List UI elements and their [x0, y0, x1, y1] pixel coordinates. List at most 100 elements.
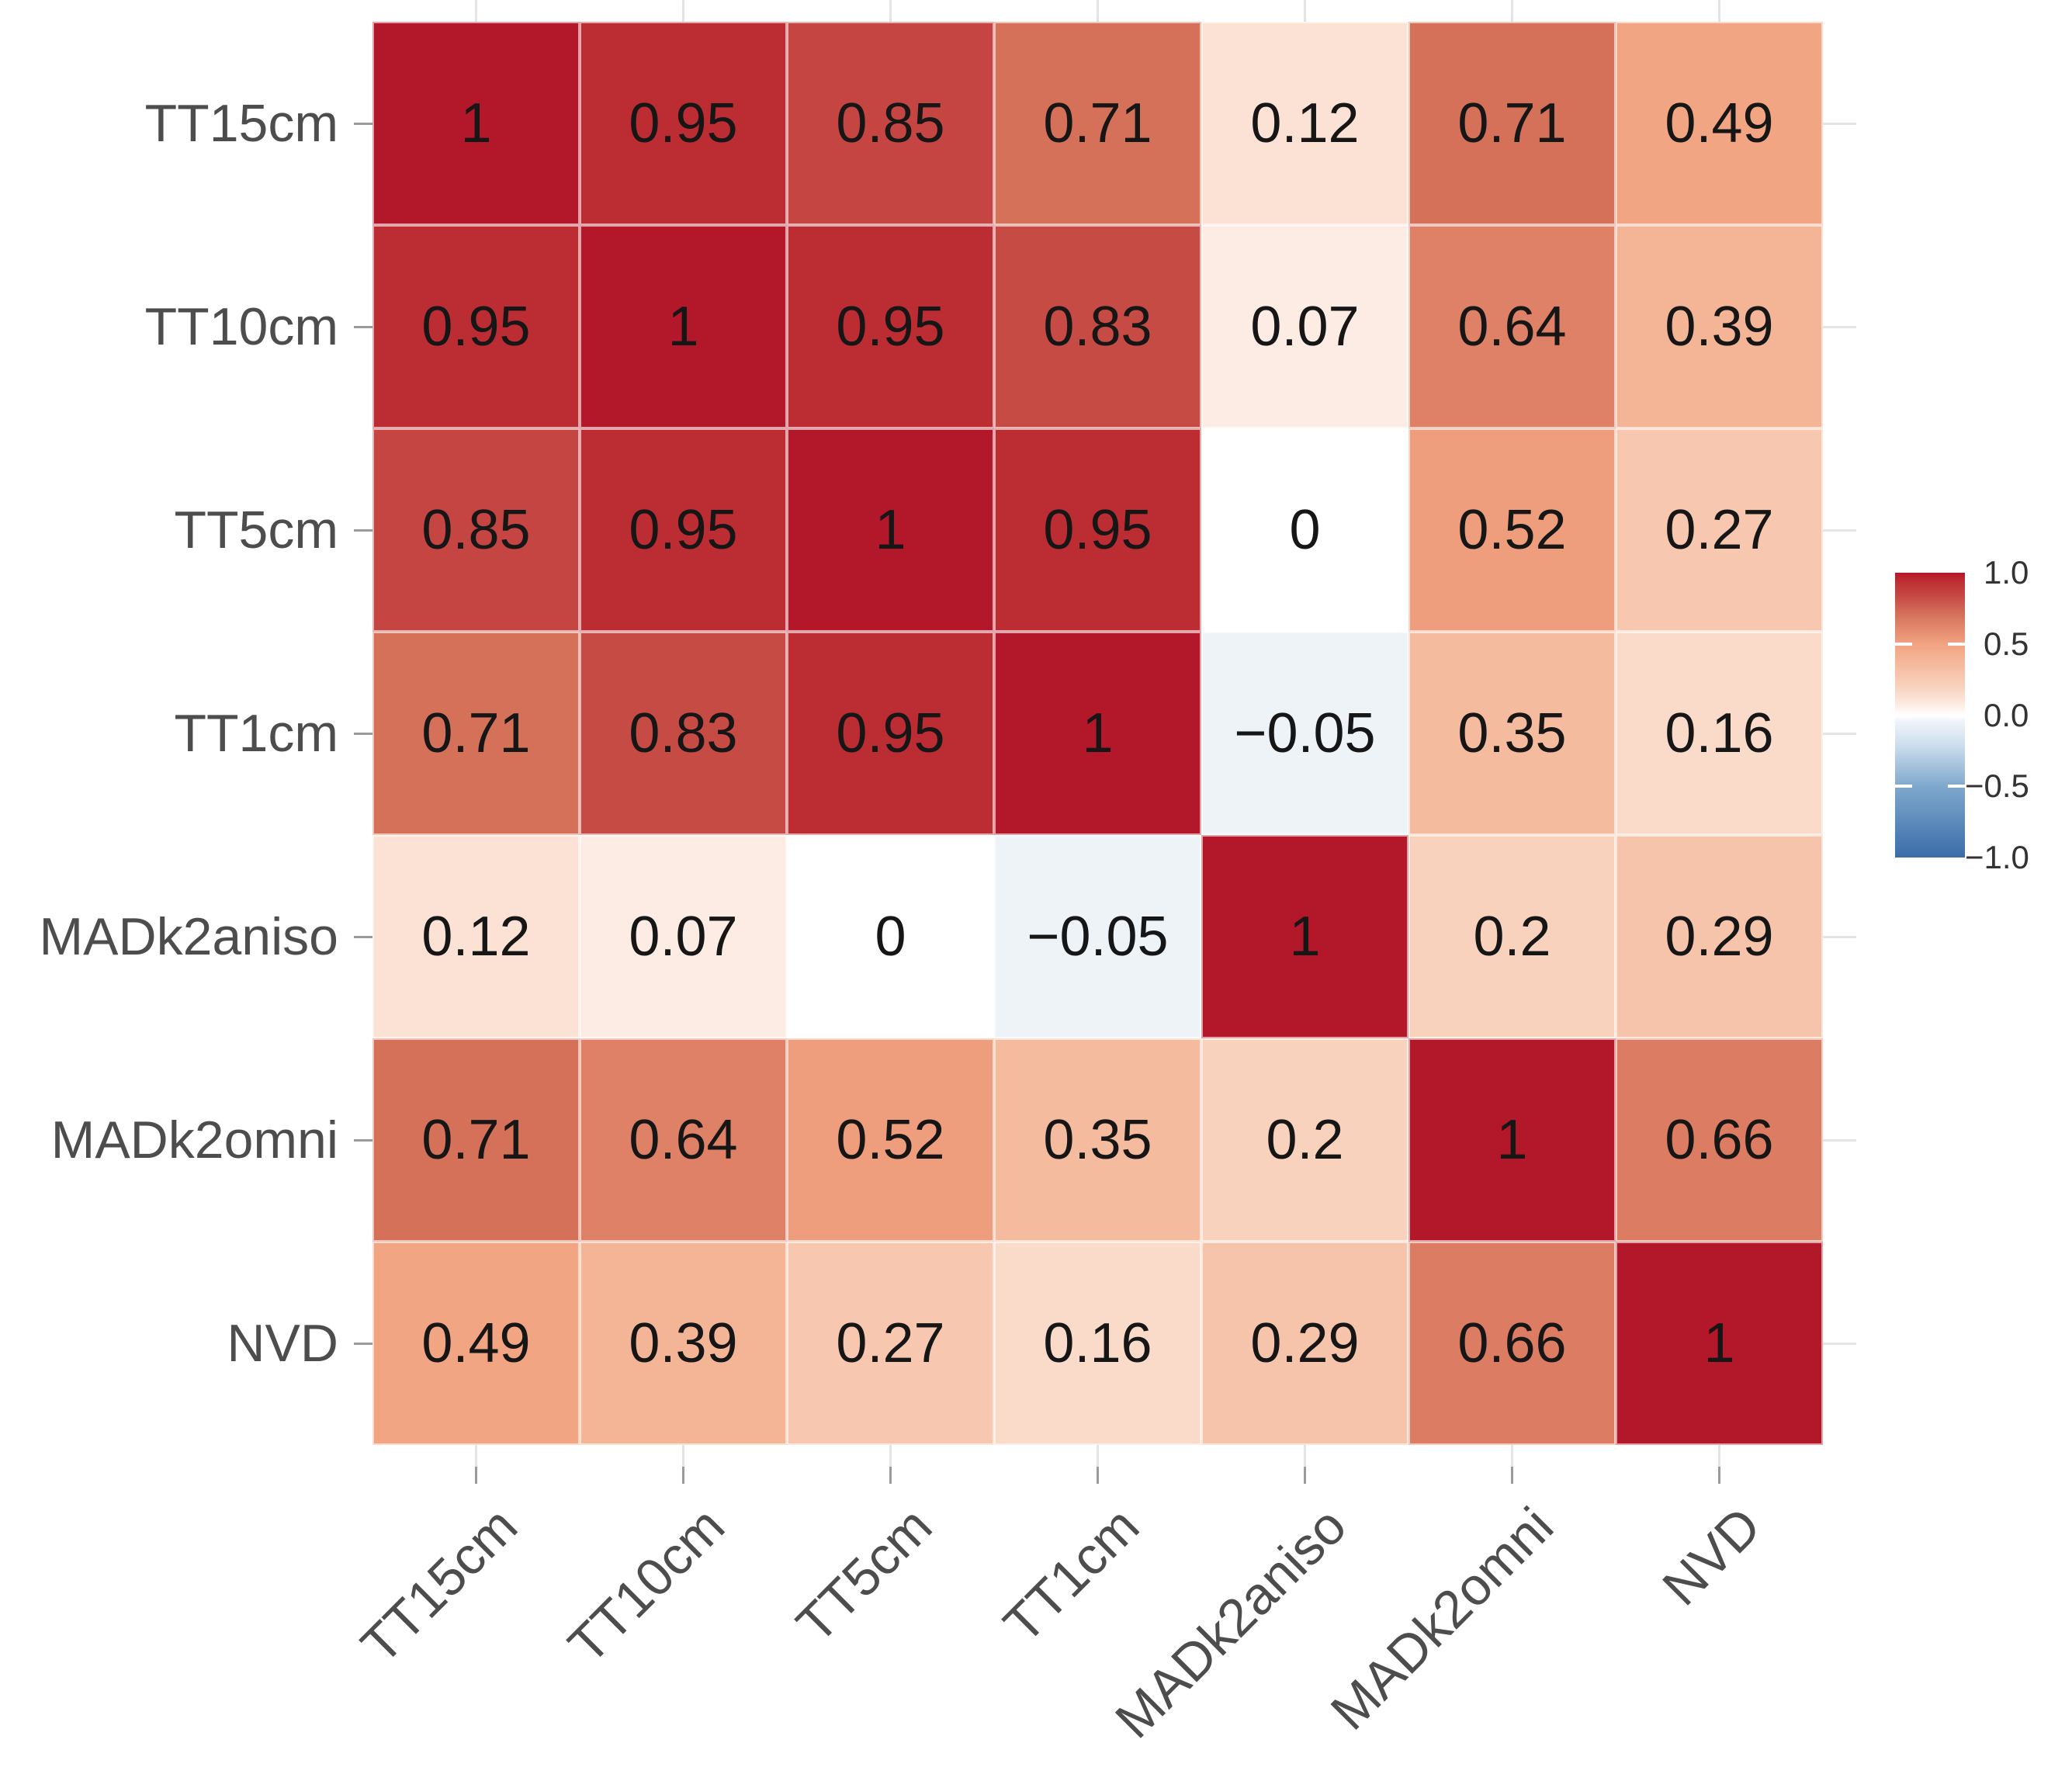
cell-value: 0.29: [1250, 1312, 1360, 1374]
heatmap-cell: 1: [1201, 835, 1408, 1038]
heatmap-cell: 0: [1201, 428, 1408, 632]
y-axis-label: TT5cm: [174, 501, 338, 560]
cell-value: 0.71: [1457, 92, 1567, 154]
y-axis-label: TT1cm: [174, 704, 338, 763]
heatmap-cell: 0.95: [994, 428, 1201, 632]
heatmap-cell: 0.12: [372, 835, 580, 1038]
heatmap-cell: 0.71: [372, 632, 580, 835]
colorbar-tick-label: 0.5: [1984, 625, 2029, 662]
heatmap-cell: 1: [787, 428, 994, 632]
heatmap-cell: 0.95: [372, 225, 580, 428]
colorbar-tick: [1895, 785, 1912, 788]
y-axis-tick: [354, 122, 372, 125]
heatmap-cell: 0.85: [787, 22, 994, 225]
cell-value: 0.95: [836, 702, 945, 764]
heatmap-cell: 1: [1408, 1038, 1616, 1242]
cell-value: 0.66: [1665, 1109, 1774, 1171]
cell-value: 1: [1703, 1312, 1735, 1374]
x-axis-tick: [1718, 1467, 1720, 1484]
cell-value: 0.49: [1665, 92, 1774, 154]
x-axis-label: TT15cm: [350, 1496, 529, 1675]
heatmap-cell: 0.49: [372, 1242, 580, 1445]
y-axis-tick: [354, 528, 372, 532]
heatmap-cell: 0.52: [1408, 428, 1616, 632]
heatmap-cell: 1: [580, 225, 787, 428]
cell-value: 0.39: [1665, 296, 1774, 358]
cell-value: 0.07: [629, 906, 738, 968]
heatmap-cell: 0.71: [1408, 22, 1616, 225]
heatmap-cell: 1: [372, 22, 580, 225]
heatmap-cell: 0.29: [1201, 1242, 1408, 1445]
heatmap-cell: 0.16: [1616, 632, 1823, 835]
cell-value: 0.27: [1665, 499, 1774, 561]
x-axis-tick: [1097, 1467, 1099, 1484]
cell-value: 0: [875, 906, 906, 968]
colorbar-tick: [1948, 642, 1965, 646]
cell-value: −0.05: [1234, 702, 1376, 764]
cell-value: −0.05: [1027, 906, 1169, 968]
x-axis-tick: [1304, 1467, 1306, 1484]
colorbar-tick-label: 1.0: [1984, 554, 2029, 591]
cell-value: 0.95: [421, 296, 531, 358]
heatmap-tiles: 1 0.95 0.85 0.71 0.12 0.71 0.49 0.95 1 0.95 0.83 0.…: [372, 22, 1823, 1445]
heatmap-cell: 0.83: [994, 225, 1201, 428]
heatmap-cell: 0.27: [787, 1242, 994, 1445]
cell-value: 0.83: [1043, 296, 1152, 358]
heatmap-cell: 0.66: [1408, 1242, 1616, 1445]
cell-value: 0.12: [421, 906, 531, 968]
heatmap-cell: 0.12: [1201, 22, 1408, 225]
heatmap-cell: 0.95: [787, 632, 994, 835]
colorbar-tick: [1895, 642, 1912, 646]
heatmap-cell: 1: [1616, 1242, 1823, 1445]
cell-value: 0.85: [421, 499, 531, 561]
heatmap-cell: 0.52: [787, 1038, 994, 1242]
colorbar-tick: [1948, 713, 1965, 717]
cell-value: 1: [1289, 906, 1321, 968]
x-axis-tick: [682, 1467, 684, 1484]
y-axis-label: TT15cm: [144, 94, 338, 153]
cell-value: 0.2: [1473, 906, 1551, 968]
x-axis-tick: [889, 1467, 892, 1484]
cell-value: 0.64: [629, 1109, 738, 1171]
heatmap-cell: 1: [994, 632, 1201, 835]
x-axis-label: TT5cm: [785, 1496, 944, 1655]
heatmap-cell: 0.2: [1408, 835, 1616, 1038]
heatmap-cell: 0.71: [994, 22, 1201, 225]
cell-value: 0.95: [836, 296, 945, 358]
cell-value: 0.35: [1457, 702, 1567, 764]
cell-value: 0.49: [421, 1312, 531, 1374]
plot-panel: 1 0.95 0.85 0.71 0.12 0.71 0.49 0.95 1 0.95 0.83 0.…: [372, 0, 1856, 1467]
heatmap-cell: 0.49: [1616, 22, 1823, 225]
y-axis-label: NVD: [227, 1314, 338, 1373]
heatmap-cell: 0.95: [787, 225, 994, 428]
cell-value: 0.16: [1665, 702, 1774, 764]
cell-value: 0.52: [1457, 499, 1567, 561]
cell-value: 1: [460, 92, 492, 154]
x-axis-tick: [1511, 1467, 1513, 1484]
y-axis-label: MADk2aniso: [39, 907, 339, 966]
cell-value: 0.95: [629, 92, 738, 154]
heatmap-cell: 0.39: [580, 1242, 787, 1445]
cell-value: 0.71: [421, 1109, 531, 1171]
cell-value: 1: [1496, 1109, 1528, 1171]
heatmap-cell: −0.05: [1201, 632, 1408, 835]
colorbar-tick: [1948, 785, 1965, 788]
cell-value: 0.95: [629, 499, 738, 561]
cell-value: 0.39: [629, 1312, 738, 1374]
heatmap-cell: 0.64: [1408, 225, 1616, 428]
cell-value: 0.66: [1457, 1312, 1567, 1374]
cell-value: 0.29: [1665, 906, 1774, 968]
cell-value: 1: [875, 499, 906, 561]
cell-value: 0.64: [1457, 296, 1567, 358]
heatmap-cell: 0.07: [580, 835, 787, 1038]
heatmap-cell: 0.35: [994, 1038, 1201, 1242]
y-axis-tick: [354, 1342, 372, 1345]
colorbar-tick-label: 0.0: [1984, 696, 2029, 733]
cell-value: 0.35: [1043, 1109, 1152, 1171]
colorbar-tick-label: −1.0: [1965, 839, 2029, 875]
y-axis-label: TT10cm: [144, 297, 338, 356]
y-axis-tick: [354, 935, 372, 938]
cell-value: 0.71: [421, 702, 531, 764]
heatmap-cell: 0.66: [1616, 1038, 1823, 1242]
